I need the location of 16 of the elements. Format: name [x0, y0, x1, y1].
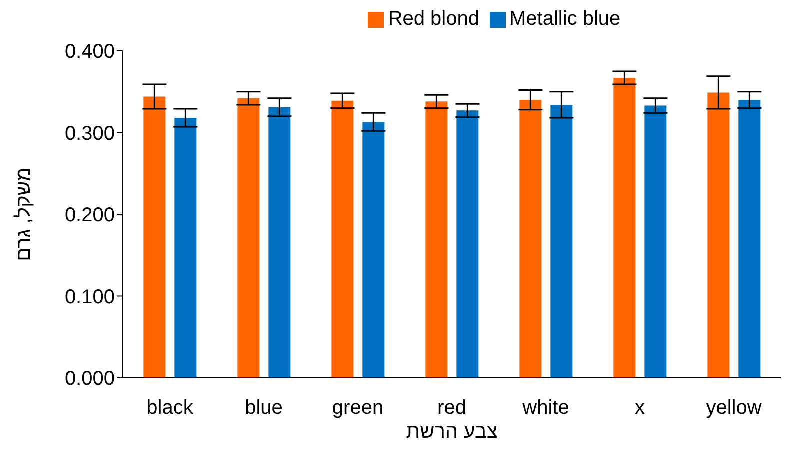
x-tick-label: x [635, 397, 645, 420]
x-tick-label: white [522, 397, 570, 420]
x-tick-label: yellow [706, 397, 762, 420]
legend-label: Red blond [388, 8, 480, 30]
y-tick-label: 0.400 [64, 41, 115, 64]
x-tick-label: green [332, 397, 384, 420]
x-tick-label: blue [245, 397, 283, 420]
x-tick-label: black [146, 397, 194, 420]
x-tick-label: red [438, 397, 466, 420]
y-tick-label: 0.000 [64, 368, 115, 390]
x-axis-title: צבע הרשת [406, 421, 498, 443]
y-tick-label: 0.100 [64, 286, 115, 308]
legend-label: Metallic blue [510, 8, 621, 30]
y-axis-title: משקל, גרם [13, 168, 36, 262]
y-tick-label: 0.300 [64, 122, 115, 145]
y-tick-label: 0.200 [64, 204, 115, 227]
